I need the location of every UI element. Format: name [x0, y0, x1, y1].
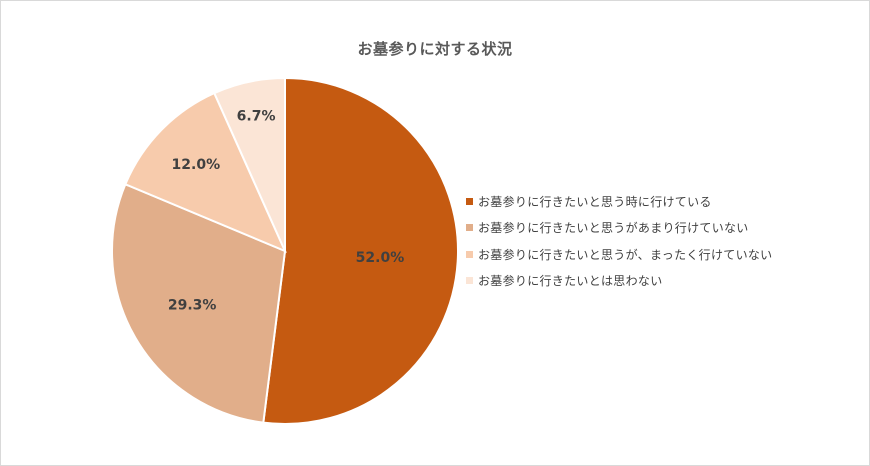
slice-label: 12.0% — [172, 157, 221, 173]
slice-label: 29.3% — [168, 298, 217, 314]
slice-label: 52.0% — [356, 250, 405, 266]
legend: お墓参りに行きたいと思う時に行けている お墓参りに行きたいと思うがあまり行けてい… — [466, 188, 772, 294]
legend-label: お墓参りに行きたいと思うが、まったく行けていない — [478, 247, 773, 262]
legend-item: お墓参りに行きたいと思うがあまり行けていない — [466, 215, 772, 242]
legend-label: お墓参りに行きたいとは思わない — [478, 274, 663, 289]
legend-swatch-icon — [466, 197, 473, 205]
legend-item: お墓参りに行きたいと思うが、まったく行けていない — [466, 241, 772, 268]
chart-title: お墓参りに対する状況 — [357, 40, 513, 58]
legend-item: お墓参りに行きたいとは思わない — [466, 268, 772, 295]
pie-slice — [212, 76, 286, 252]
legend-swatch-icon — [466, 277, 473, 285]
pie-slice — [111, 182, 287, 424]
pie-slice — [124, 91, 287, 253]
legend-swatch-icon — [466, 250, 473, 258]
legend-swatch-icon — [466, 224, 473, 232]
slice-label: 6.7% — [237, 109, 276, 125]
legend-item: お墓参りに行きたいと思う時に行けている — [466, 188, 772, 215]
pie-slice — [262, 76, 459, 425]
legend-label: お墓参りに行きたいと思うがあまり行けていない — [478, 221, 749, 236]
legend-label: お墓参りに行きたいと思う時に行けている — [478, 194, 712, 209]
